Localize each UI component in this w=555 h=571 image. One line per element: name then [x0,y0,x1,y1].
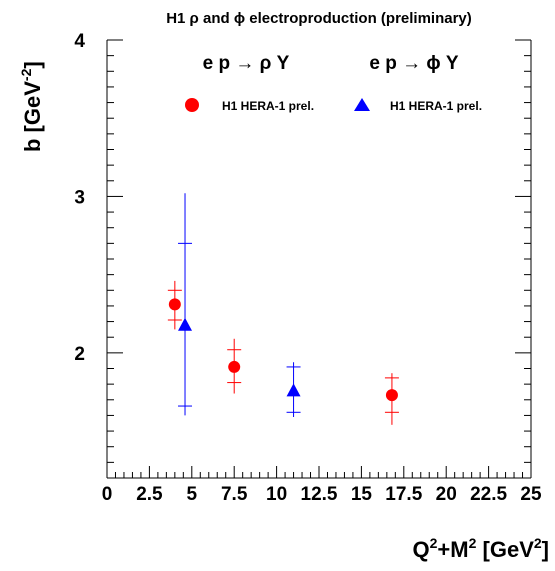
x-tick-label: 7.5 [221,484,248,505]
x-tick-label: 5 [187,484,198,505]
legend-label-phi: H1 HERA-1 prel. [390,99,482,113]
chart-title: H1 ρ and ϕ electroproduction (preliminar… [166,10,472,27]
legend-marker-rho [185,98,199,112]
y-tick-label: 4 [74,31,85,52]
data-layer [167,193,399,425]
y-axis-label: b [GeV-2] [18,61,45,152]
legend-marker-phi [354,98,370,111]
data-point-rho [228,360,241,373]
legend-label-rho: H1 HERA-1 prel. [222,99,314,113]
data-point-phi [178,317,193,331]
x-tick-label: 25 [520,484,542,505]
x-tick-label: 20 [436,484,457,505]
x-tick-label: 0 [102,484,113,505]
x-axis-label: Q2+M2 [GeV2] [413,535,550,562]
legend-process-rho: e p → ρ Y [203,53,290,74]
data-point-rho [385,389,398,402]
x-tick-label: 10 [266,484,287,505]
x-tick-label: 12.5 [301,484,338,505]
y-tick-label: 2 [74,344,85,365]
legend: H1 HERA-1 prel. H1 HERA-1 prel. [185,98,482,113]
x-tick-label: 22.5 [470,484,507,505]
y-tick-label: 3 [74,187,85,208]
data-point-rho [168,298,181,311]
x-tick-label: 17.5 [385,484,422,505]
x-tick-label: 2.5 [136,484,163,505]
axes: 0 2.5 5 7.5 10 12.5 15 17.5 20 22.5 25 2 3 4 [74,31,542,505]
legend-process-phi: e p → ϕ Y [369,53,459,74]
x-tick-label: 15 [351,484,373,505]
data-point-phi [286,383,301,397]
